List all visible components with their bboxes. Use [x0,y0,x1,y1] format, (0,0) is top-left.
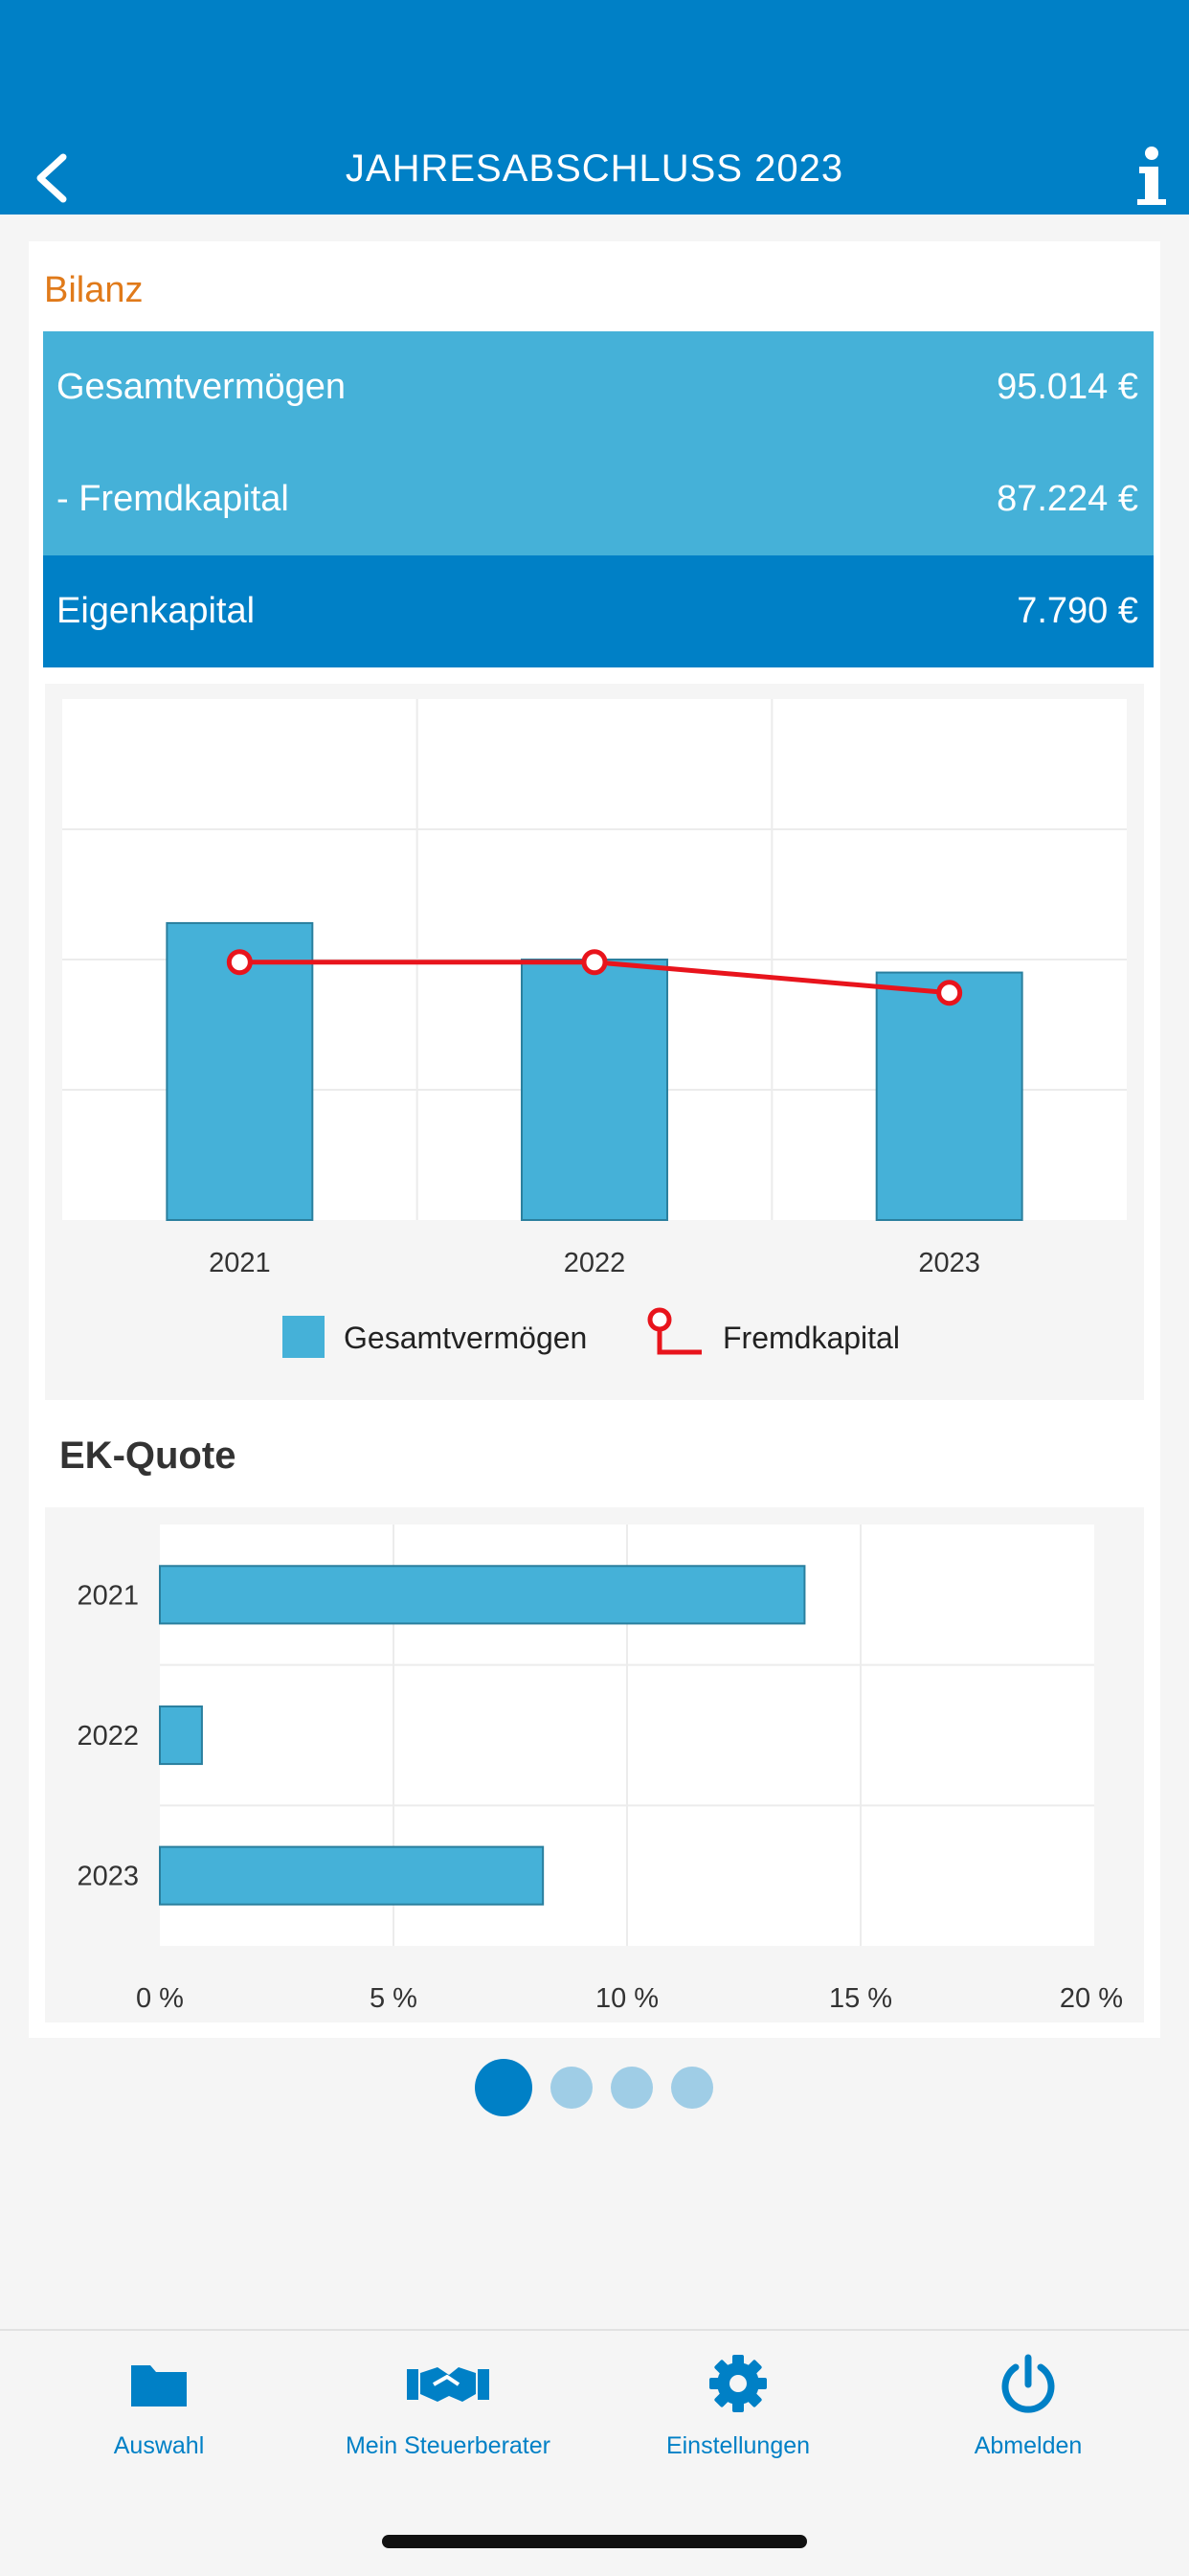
row-value: 7.790 € [1017,591,1138,631]
folder-icon [131,2365,187,2407]
tab-abmelden[interactable]: Abmelden [904,2350,1153,2494]
line-point-2023 [936,980,963,1006]
x-tick-label: 20 % [1060,1983,1123,2014]
ek-quote-chart: 2021 2022 2023 0 % 5 % 10 % 15 % 20 % [77,1525,1123,2014]
tab-mein-steuerberater[interactable]: Mein Steuerberater [324,2350,572,2494]
home-indicator [382,2535,807,2548]
y-tick-label: 2022 [77,1721,139,1751]
x-tick-label: 2021 [209,1248,271,1278]
x-tick-label: 10 % [595,1983,659,2014]
ek-quote-chart-panel: 2021 2022 2023 0 % 5 % 10 % 15 % 20 % [45,1507,1144,2022]
bar-2022 [159,1705,203,1766]
tab-label: Einstellungen [665,2432,811,2459]
page-title: JAHRESABSCHLUSS 2023 [345,147,844,190]
legend-swatch-gesamtvermoegen [282,1316,325,1358]
row-gesamtvermoegen: Gesamtvermögen 95.014 € [43,331,1154,443]
gear-icon [709,2355,767,2412]
bar-2021 [159,1565,806,1625]
row-fremdkapital: - Fremdkapital 87.224 € [43,443,1154,555]
bar-2023 [159,1845,545,1906]
tab-label: Mein Steuerberater [345,2432,550,2459]
row-eigenkapital: Eigenkapital 7.790 € [43,555,1154,667]
bar-2023 [875,971,1023,1221]
handshake-icon [407,2367,489,2402]
y-tick-label: 2023 [77,1862,139,1892]
page-indicator [0,2059,1189,2116]
app-header: JAHRESABSCHLUSS 2023 [0,0,1189,215]
balance-chart-panel: 2021 2022 2023 Gesamtvermögen Fremdkapital [45,684,1144,1400]
tab-auswahl[interactable]: Auswahl [34,2350,283,2494]
power-icon [1001,2354,1055,2413]
bar-2022 [521,959,668,1221]
x-tick-label: 0 % [136,1983,184,2014]
legend-label: Fremdkapital [723,1321,900,1355]
x-tick-label: 2023 [918,1248,980,1278]
legend-label: Gesamtvermögen [344,1321,587,1355]
legend-line-fremdkapital [657,1327,702,1355]
x-tick-label: 2022 [564,1248,626,1278]
ek-quote-title: EK-Quote [59,1435,236,1477]
row-value: 95.014 € [997,367,1138,407]
back-chevron-icon[interactable] [27,149,84,207]
y-tick-label: 2021 [77,1580,139,1611]
tab-label: Auswahl [113,2432,205,2459]
line-point-2022 [581,949,608,976]
row-label: Gesamtvermögen [56,367,347,407]
x-tick-label: 15 % [829,1983,892,2014]
page-dot[interactable] [671,2067,713,2109]
row-label: - Fremdkapital [56,479,289,519]
tab-label: Abmelden [974,2432,1083,2459]
bilanz-title: Bilanz [44,270,144,310]
legend-marker-fremdkapital [647,1307,672,1332]
page-dot[interactable] [611,2067,653,2109]
line-point-2021 [226,949,253,976]
page-dot[interactable] [550,2067,593,2109]
row-label: Eigenkapital [56,591,256,631]
info-icon[interactable] [1128,144,1176,211]
x-tick-label: 5 % [370,1983,417,2014]
tab-einstellungen[interactable]: Einstellungen [614,2350,863,2494]
page-dot-active[interactable] [475,2059,532,2116]
row-value: 87.224 € [997,479,1138,519]
balance-chart: 2021 2022 2023 Gesamtvermögen Fremdkapital [62,699,1127,1358]
